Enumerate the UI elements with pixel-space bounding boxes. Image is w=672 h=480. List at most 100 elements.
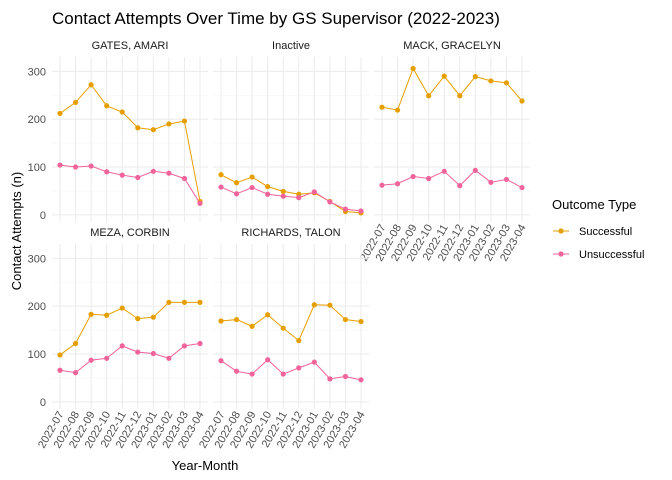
data-point	[88, 357, 94, 363]
series-line	[220, 186, 362, 212]
data-point	[519, 98, 525, 104]
data-point	[166, 299, 172, 305]
legend-key-point	[558, 251, 564, 257]
series-line	[59, 301, 200, 356]
data-point	[280, 371, 286, 377]
data-point	[233, 368, 240, 374]
legend-label: Unsuccessful	[579, 249, 644, 261]
data-point	[358, 208, 364, 214]
data-point	[472, 74, 478, 80]
data-point	[327, 302, 333, 308]
data-point	[249, 184, 255, 191]
data-point	[426, 93, 432, 99]
data-point	[166, 355, 172, 361]
facet-panels: GATES, AMARI 0 100 200 300 Inactive MACK, GRAC…	[28, 40, 530, 450]
data-point	[88, 163, 94, 169]
data-point	[342, 316, 349, 323]
legend-entry: Successful	[553, 226, 632, 238]
data-point	[181, 118, 188, 124]
y-tick-label: 0	[40, 210, 46, 222]
data-point	[150, 314, 156, 320]
data-point	[394, 107, 401, 113]
data-point	[218, 318, 224, 324]
data-point	[150, 350, 156, 357]
panel-grid	[52, 57, 208, 222]
facet-panel: Inactive	[213, 40, 369, 222]
series-unsuccessful	[57, 162, 203, 206]
data-point	[135, 316, 141, 322]
data-point	[72, 164, 79, 170]
data-point	[88, 82, 94, 88]
data-point	[379, 104, 385, 110]
data-point	[57, 162, 63, 168]
series-line	[59, 342, 201, 374]
data-point	[181, 175, 188, 182]
series-unsuccessful	[57, 340, 203, 376]
data-point	[280, 325, 286, 331]
data-point	[218, 184, 224, 190]
data-point	[488, 179, 494, 185]
data-point	[379, 182, 385, 188]
series-successful	[57, 299, 203, 358]
legend-label: Successful	[579, 226, 632, 238]
data-point	[280, 188, 286, 194]
y-tick-label: 100	[28, 162, 46, 174]
data-point	[72, 370, 79, 376]
data-point	[410, 173, 416, 180]
series-unsuccessful	[218, 184, 364, 214]
series-line	[220, 359, 362, 381]
data-point	[472, 167, 478, 173]
data-point	[311, 359, 317, 365]
x-axis-title: Year-Month	[172, 458, 239, 473]
series-line	[381, 169, 523, 189]
series-line	[381, 67, 523, 111]
y-tick-label: 0	[40, 397, 46, 409]
data-point	[218, 358, 224, 364]
data-point	[265, 184, 271, 190]
data-point	[327, 376, 333, 382]
data-point	[410, 65, 416, 72]
data-point	[265, 312, 271, 318]
data-point	[457, 183, 463, 189]
legend-entry: Unsuccessful	[553, 249, 644, 261]
chart-title: Contact Attempts Over Time by GS Supervi…	[52, 9, 500, 28]
facet-strip-label: MACK, GRACELYN	[403, 40, 501, 52]
data-point	[457, 93, 463, 99]
data-point	[104, 169, 110, 175]
facet-panel: GATES, AMARI 0 100 200 300	[28, 40, 208, 222]
data-point	[265, 357, 271, 363]
series-unsuccessful	[379, 167, 525, 191]
data-point	[181, 343, 188, 349]
data-point	[358, 377, 364, 383]
facet-strip-label: MEZA, CORBIN	[90, 227, 170, 239]
facet-strip-label: RICHARDS, TALON	[241, 227, 340, 239]
data-point	[181, 299, 188, 305]
data-point	[280, 193, 286, 199]
panel-grid	[213, 57, 369, 222]
data-point	[233, 191, 240, 197]
data-point	[135, 174, 141, 181]
data-point	[57, 367, 63, 373]
data-point	[296, 365, 302, 371]
data-point	[441, 168, 447, 174]
data-point	[296, 195, 302, 201]
series-line	[59, 83, 201, 202]
data-point	[119, 172, 125, 178]
data-point	[197, 299, 203, 305]
data-point	[166, 170, 172, 176]
series-successful	[57, 82, 203, 205]
facet-strip-label: Inactive	[272, 40, 310, 52]
data-point	[441, 73, 447, 79]
data-point	[327, 199, 333, 205]
data-point	[119, 305, 125, 311]
data-point	[249, 371, 255, 377]
facet-panel: RICHARDS, TALON2022-072022-082022-092022…	[197, 227, 369, 450]
data-point	[57, 110, 63, 117]
data-point	[72, 340, 79, 347]
facet-panel: MEZA, CORBIN01002003002022-072022-082022…	[28, 227, 208, 450]
data-point	[296, 338, 302, 344]
data-point	[197, 340, 203, 347]
data-point	[249, 174, 255, 180]
data-point	[503, 80, 510, 86]
data-point	[249, 323, 255, 329]
